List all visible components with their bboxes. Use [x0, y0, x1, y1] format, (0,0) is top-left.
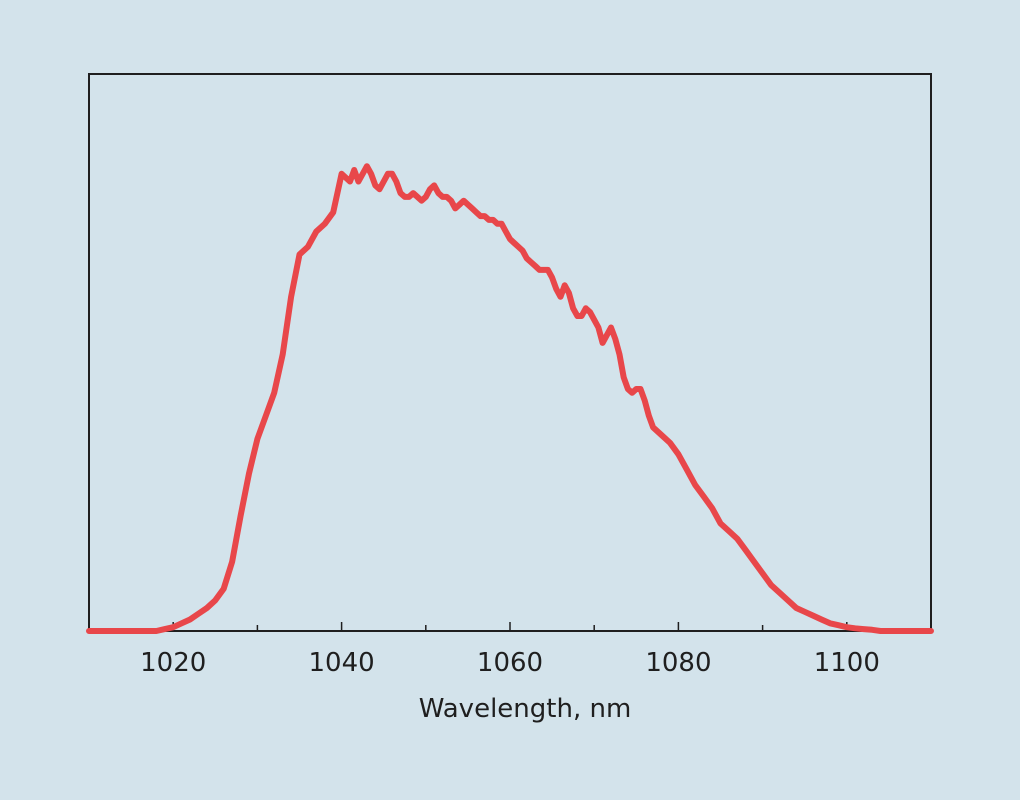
x-axis-tick-labels: 1020 1040 1060 1080 1100: [140, 648, 880, 678]
x-tick-label: 1040: [309, 648, 375, 678]
x-tick-label: 1080: [645, 648, 711, 678]
series-group: [86, 163, 934, 634]
x-tick-label: 1100: [814, 648, 880, 678]
x-tick-label: 1060: [477, 648, 543, 678]
series-line-0: [86, 163, 934, 634]
x-tick-label: 1020: [140, 648, 206, 678]
x-axis-label: Wavelength, nm: [419, 694, 632, 724]
